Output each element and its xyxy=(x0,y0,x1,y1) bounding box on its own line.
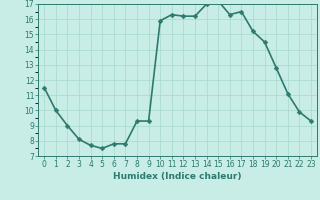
X-axis label: Humidex (Indice chaleur): Humidex (Indice chaleur) xyxy=(113,172,242,181)
